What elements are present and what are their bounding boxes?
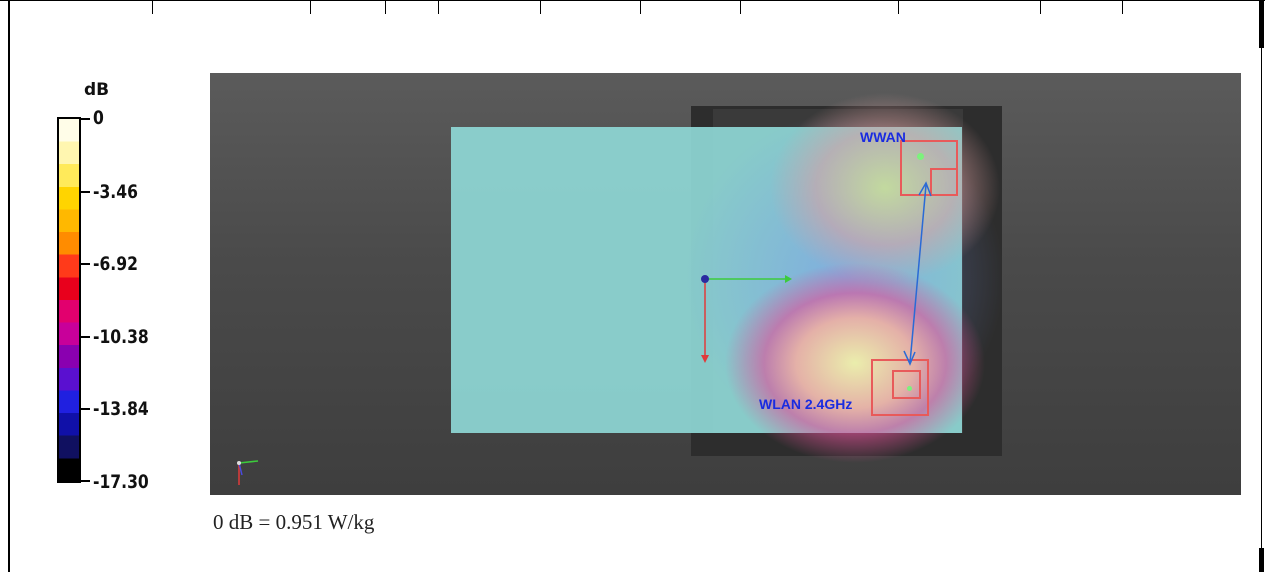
frame-right-thin-border <box>1261 48 1262 548</box>
legend-tick-label: -6.92 <box>93 253 138 275</box>
legend-tick-label: -10.38 <box>93 326 149 348</box>
table-cell-divider <box>1040 0 1041 14</box>
viewport-overlay <box>237 181 932 485</box>
corner-axis-triad <box>237 460 259 485</box>
legend-tick <box>81 191 90 193</box>
wlan-probe-area <box>871 359 929 416</box>
legend-tick-label: -17.30 <box>93 471 149 493</box>
table-cell-divider <box>152 0 153 14</box>
colorbar <box>57 117 81 483</box>
separation-arrow <box>903 181 932 366</box>
table-top-rule <box>0 0 1265 1</box>
sar-hotspot-wlan <box>725 263 985 463</box>
legend-tick-label: -13.84 <box>93 398 149 420</box>
legend-unit: dB <box>84 80 110 100</box>
wlan-peak-marker <box>907 386 912 391</box>
legend-tick-label: -3.46 <box>93 181 138 203</box>
table-cell-divider <box>310 0 311 14</box>
origin-axes <box>701 275 792 363</box>
wwan-peak-marker <box>917 153 924 160</box>
wlan-zoom-area <box>892 370 921 399</box>
table-cell-divider <box>640 0 641 14</box>
sar-hotspot-wwan <box>770 93 1000 283</box>
wlan-label: WLAN 2.4GHz <box>759 396 853 412</box>
sar-3d-viewport: WWAN WLAN 2.4GHz <box>210 73 1241 495</box>
legend-tick <box>81 263 90 265</box>
table-cell-divider <box>438 0 439 14</box>
legend-tick <box>81 336 90 338</box>
table-cell-divider <box>740 0 741 14</box>
table-cell-divider <box>898 0 899 14</box>
legend-tick <box>81 408 90 410</box>
table-cell-divider <box>540 0 541 14</box>
table-cell-divider <box>385 0 386 14</box>
wwan-label: WWAN <box>860 129 906 145</box>
table-cell-divider <box>1122 0 1123 14</box>
frame-left-border <box>8 0 10 572</box>
reference-caption: 0 dB = 0.951 W/kg <box>213 510 375 534</box>
legend-tick <box>81 480 90 482</box>
legend-tick-label: 0 <box>93 107 104 129</box>
wwan-zoom-area <box>930 168 958 196</box>
legend-tick <box>81 118 90 120</box>
